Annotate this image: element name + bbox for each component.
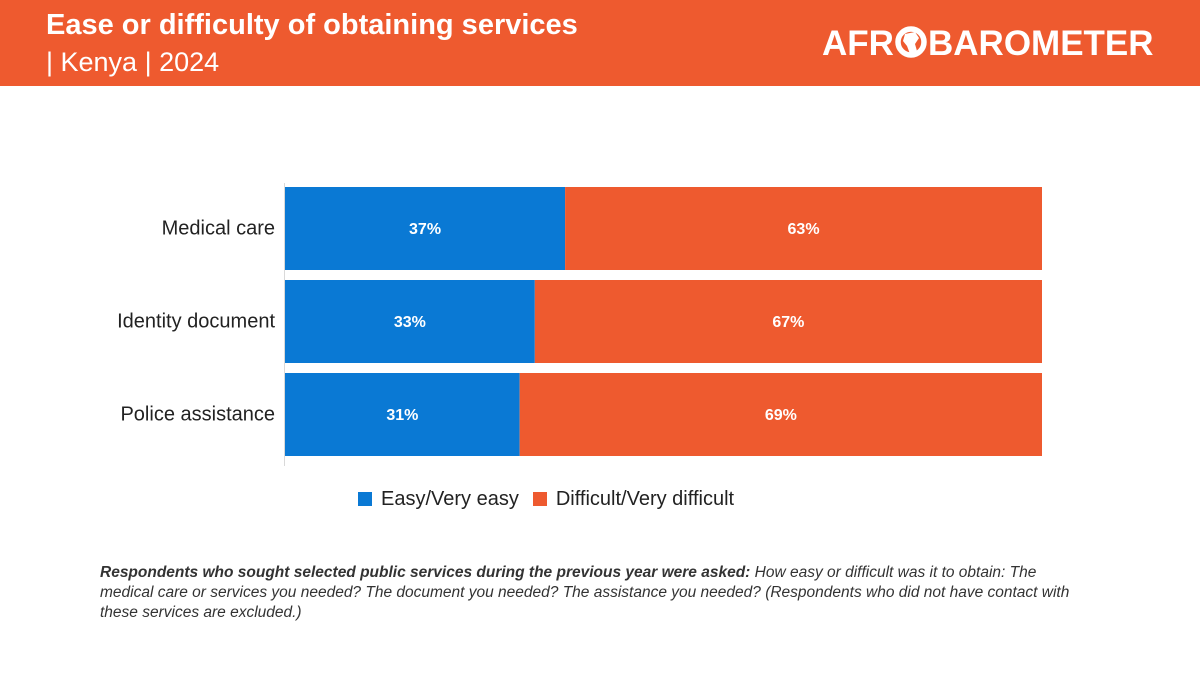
legend-swatch-difficult	[532, 492, 547, 506]
chart-legend: Easy/Very easy Difficult/Very difficult	[358, 486, 748, 512]
legend-label-difficult: Difficult/Very difficult	[555, 487, 735, 510]
bar-easy-medical-care	[285, 187, 566, 270]
note-text: How easy or difficult was it to obtain: …	[100, 564, 1070, 621]
header-banner: Ease or difficulty of obtaining services…	[0, 0, 1200, 86]
bar-easy-police-assistance	[285, 373, 520, 456]
value-label-difficult-identity-document: 67%	[772, 314, 804, 331]
afrobarometer-logo: AFR BAROMETER	[822, 19, 1162, 63]
svg-text:BAROMETER: BAROMETER	[928, 24, 1154, 63]
stacked-bar-chart: Medical care 37% 63% Identity document 33% 67…	[117, 183, 1042, 466]
legend-item-easy: Easy/Very easy	[358, 488, 519, 511]
survey-question-note: Respondents who sought selected public s…	[100, 563, 1080, 623]
legend-label-easy: Easy/Very easy	[381, 487, 519, 510]
value-label-easy-police-assistance: 31%	[386, 407, 418, 424]
value-label-easy-medical-care: 37%	[409, 221, 441, 238]
chart-subtitle: | Kenya | 2024	[46, 47, 220, 77]
legend-item-difficult: Difficult/Very difficult	[532, 487, 735, 511]
svg-text:AFR: AFR	[822, 24, 894, 63]
value-label-difficult-police-assistance: 69%	[765, 407, 797, 424]
category-label-medical-care: Medical care	[162, 218, 275, 240]
value-label-easy-identity-document: 33%	[394, 314, 426, 331]
category-label-police-assistance: Police assistance	[120, 404, 275, 426]
category-label-identity-document: Identity document	[117, 311, 275, 333]
value-label-difficult-medical-care: 63%	[788, 221, 820, 238]
legend-swatch-easy	[358, 492, 372, 506]
afrobarometer-logo-graphic: AFR BAROMETER	[822, 24, 1154, 63]
bar-difficult-police-assistance	[519, 373, 1042, 456]
bar-easy-identity-document	[285, 280, 535, 363]
chart-title: Ease or difficulty of obtaining services	[46, 9, 578, 41]
bar-difficult-medical-care	[565, 187, 1042, 270]
note-lead: Respondents who sought selected public s…	[100, 564, 751, 581]
bar-difficult-identity-document	[534, 280, 1042, 363]
